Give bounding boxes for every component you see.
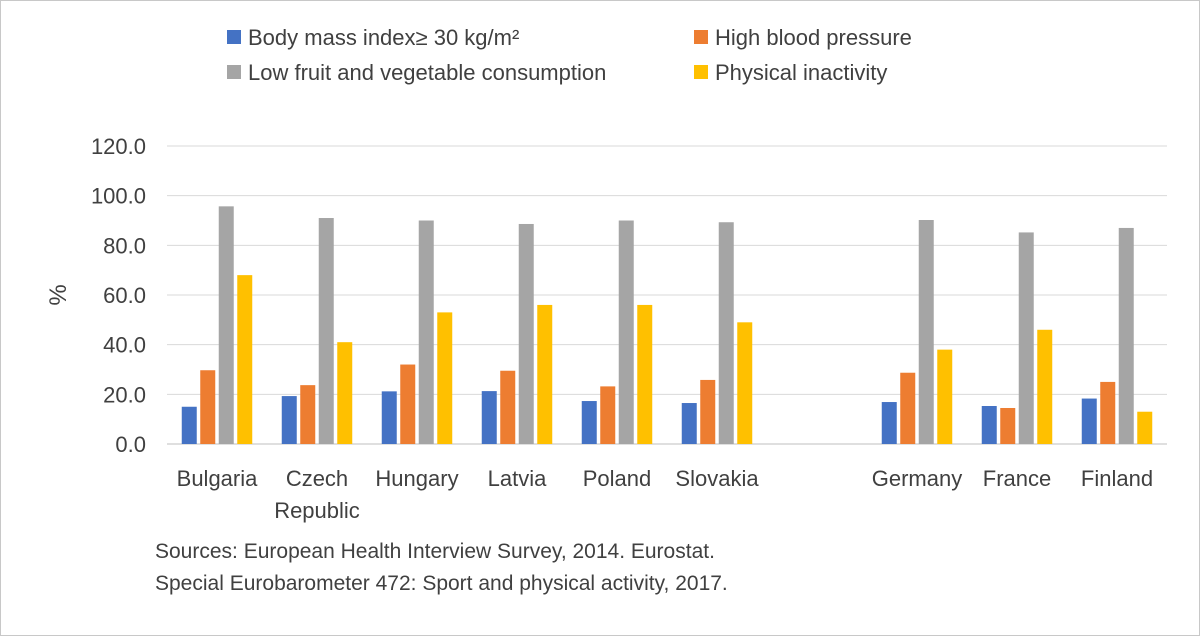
bar-czech-republic-series-2 [300,385,316,444]
bar-latvia-series-1 [481,391,497,444]
bar-germany-series-4 [937,349,953,444]
bar-czech-republic-series-4 [337,342,353,444]
x-category-label: Republic [274,498,360,523]
bar-finland-series-2 [1100,381,1116,444]
bar-poland-series-2 [600,386,616,444]
x-category-label: Finland [1081,466,1153,491]
x-category-label: Germany [872,466,962,491]
bar-slovakia-series-3 [718,222,734,444]
bar-france-series-3 [1018,232,1034,444]
bar-czech-republic-series-1 [281,396,297,444]
bar-hungary-series-1 [381,391,397,444]
bar-germany-series-1 [881,402,897,444]
bar-finland-series-1 [1081,398,1097,444]
legend-label-series-3: Low fruit and vegetable consumption [248,60,606,85]
source-line-1: Sources: European Health Interview Surve… [155,540,715,563]
bar-france-series-1 [981,406,997,444]
bar-poland-series-3 [618,220,634,444]
y-tick-label: 40.0 [103,333,146,358]
bar-poland-series-1 [581,401,597,444]
bar-germany-series-3 [918,220,934,444]
bar-france-series-4 [1037,329,1053,444]
bar-bulgaria-series-1 [181,406,197,444]
x-category-label: Poland [583,466,652,491]
bar-hungary-series-2 [400,364,416,444]
legend-swatch-series-1 [227,30,241,44]
x-category-label: Bulgaria [177,466,258,491]
x-category-label: Czech [286,466,348,491]
legend-label-series-1: Body mass index≥ 30 kg/m² [248,25,519,50]
bar-france-series-2 [1000,407,1016,444]
bar-finland-series-4 [1137,411,1153,444]
legend-swatch-series-2 [694,30,708,44]
x-category-label: France [983,466,1051,491]
bar-finland-series-3 [1118,227,1134,444]
bar-bulgaria-series-2 [200,370,216,444]
y-axis-label: % [45,284,72,305]
y-tick-label: 0.0 [115,432,146,457]
bar-latvia-series-2 [500,370,516,444]
legend-label-series-2: High blood pressure [715,25,912,50]
legend-swatch-series-4 [694,65,708,79]
bar-slovakia-series-2 [700,379,716,444]
y-tick-label: 20.0 [103,382,146,407]
bar-latvia-series-3 [518,223,534,444]
y-tick-label: 100.0 [91,184,146,209]
source-line-2: Special Eurobarometer 472: Sport and phy… [155,572,728,595]
bar-germany-series-2 [900,372,916,444]
y-tick-label: 60.0 [103,283,146,308]
x-category-label: Slovakia [675,466,759,491]
bar-hungary-series-4 [437,312,453,444]
y-tick-label: 120.0 [91,134,146,159]
bar-bulgaria-series-3 [218,206,234,444]
x-category-label: Latvia [488,466,547,491]
legend-swatch-series-3 [227,65,241,79]
bar-czech-republic-series-3 [318,218,334,444]
bar-bulgaria-series-4 [237,275,253,444]
bar-hungary-series-3 [418,220,434,444]
bar-slovakia-series-1 [681,403,697,444]
bar-poland-series-4 [637,304,653,444]
legend-label-series-4: Physical inactivity [715,60,887,85]
y-tick-label: 80.0 [103,233,146,258]
x-category-label: Hungary [375,466,458,491]
bar-latvia-series-4 [537,304,553,444]
bar-slovakia-series-4 [737,322,753,444]
